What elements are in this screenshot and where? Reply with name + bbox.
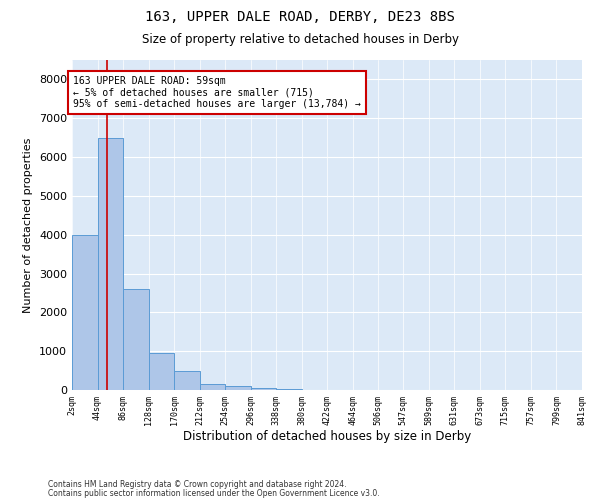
Bar [225,386,251,390]
Text: Size of property relative to detached houses in Derby: Size of property relative to detached ho… [142,32,458,46]
Bar [276,389,302,390]
Bar [98,138,123,390]
Bar [149,353,174,390]
Text: 163 UPPER DALE ROAD: 59sqm
← 5% of detached houses are smaller (715)
95% of semi: 163 UPPER DALE ROAD: 59sqm ← 5% of detac… [73,76,361,108]
X-axis label: Distribution of detached houses by size in Derby: Distribution of detached houses by size … [183,430,471,444]
Y-axis label: Number of detached properties: Number of detached properties [23,138,34,312]
Bar [123,289,149,390]
Text: Contains public sector information licensed under the Open Government Licence v3: Contains public sector information licen… [48,489,380,498]
Text: 163, UPPER DALE ROAD, DERBY, DE23 8BS: 163, UPPER DALE ROAD, DERBY, DE23 8BS [145,10,455,24]
Bar [72,234,98,390]
Bar [174,370,200,390]
Text: Contains HM Land Registry data © Crown copyright and database right 2024.: Contains HM Land Registry data © Crown c… [48,480,347,489]
Bar [251,388,276,390]
Bar [200,384,225,390]
